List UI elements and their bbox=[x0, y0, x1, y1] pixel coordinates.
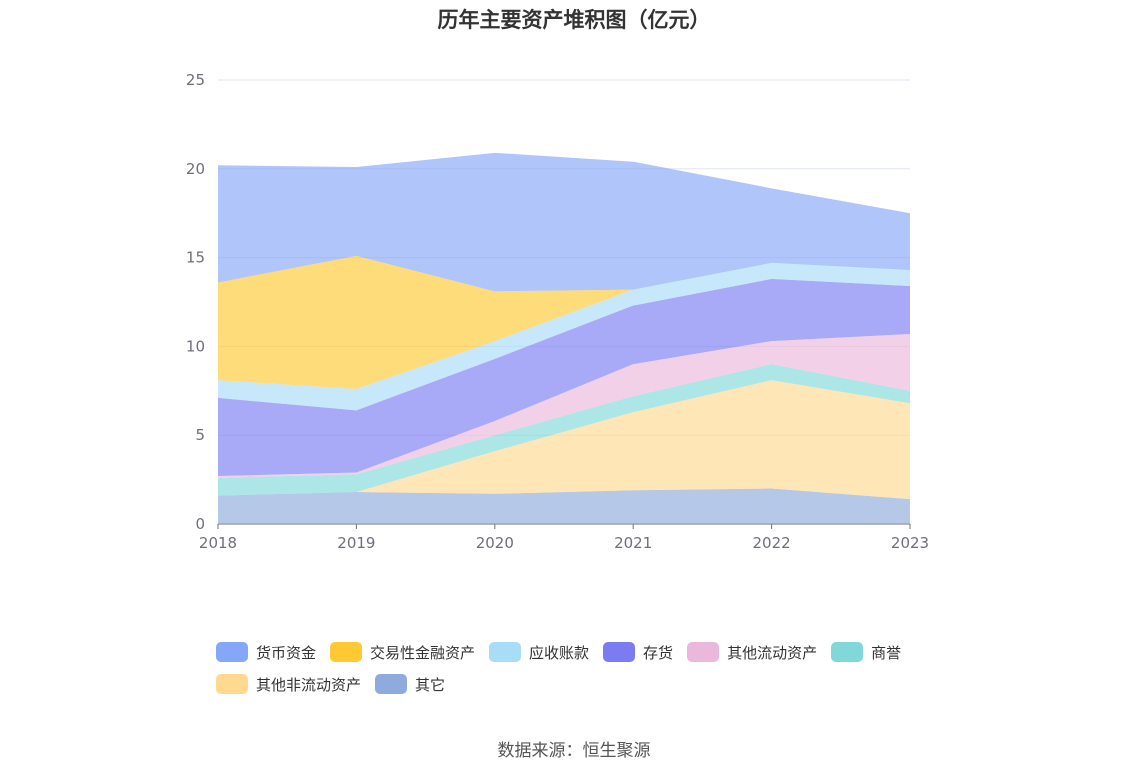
legend-swatch bbox=[375, 674, 408, 694]
legend-item[interactable]: 货币资金 bbox=[216, 642, 316, 663]
legend-item[interactable]: 其他流动资产 bbox=[687, 642, 817, 663]
legend-row: 其他非流动资产 其它 bbox=[216, 668, 976, 700]
y-tick-label: 20 bbox=[186, 160, 205, 178]
stacked-area-chart: 0 5 10 15 20 25 2018 2019 2020 2021 2022 2023 bbox=[186, 71, 929, 552]
y-tick-label: 15 bbox=[186, 249, 205, 267]
legend-label: 商誉 bbox=[871, 643, 902, 662]
legend-swatch bbox=[831, 642, 864, 662]
area-series-商誉 bbox=[218, 364, 910, 496]
area-series-存货 bbox=[218, 278, 910, 477]
data-source: 数据来源：恒生聚源 bbox=[497, 741, 651, 761]
legend-swatch bbox=[489, 642, 522, 662]
y-tick-label: 5 bbox=[195, 426, 205, 444]
legend-swatch bbox=[330, 642, 363, 662]
legend-label: 应收账款 bbox=[529, 643, 590, 662]
x-tick-label: 2023 bbox=[891, 534, 929, 552]
y-tick-label: 25 bbox=[186, 71, 205, 89]
area-series-应收账款 bbox=[218, 262, 910, 411]
area-series-其他流动资产 bbox=[218, 333, 910, 478]
legend-item[interactable]: 存货 bbox=[603, 642, 673, 663]
area-series-货币资金 bbox=[218, 152, 910, 292]
chart-legend: 货币资金 交易性金融资产 应收账款 存货 其他流动资产 商誉 其他非流动资产 其它 bbox=[216, 636, 976, 700]
chart-title: 历年主要资产堆积图（亿元） bbox=[437, 8, 711, 32]
legend-row: 货币资金 交易性金融资产 应收账款 存货 其他流动资产 商誉 bbox=[216, 636, 976, 668]
area-series-其他非流动资产 bbox=[218, 380, 910, 500]
legend-item[interactable]: 交易性金融资产 bbox=[330, 642, 475, 663]
legend-label: 其它 bbox=[415, 675, 446, 694]
area-series-交易性金融资产 bbox=[218, 255, 910, 390]
legend-item[interactable]: 商誉 bbox=[831, 642, 901, 663]
x-tick-label: 2018 bbox=[199, 534, 237, 552]
x-tick-label: 2020 bbox=[476, 534, 514, 552]
x-tick-label: 2022 bbox=[753, 534, 791, 552]
legend-label: 交易性金融资产 bbox=[370, 643, 476, 662]
y-tick-label: 10 bbox=[186, 337, 205, 355]
legend-item[interactable]: 其他非流动资产 bbox=[216, 674, 361, 695]
area-series-其它 bbox=[218, 488, 910, 524]
legend-item[interactable]: 其它 bbox=[375, 674, 445, 695]
legend-label: 其他非流动资产 bbox=[256, 675, 362, 694]
legend-swatch bbox=[216, 674, 248, 694]
x-tick-label: 2021 bbox=[614, 534, 652, 552]
legend-swatch bbox=[687, 642, 720, 662]
legend-label: 存货 bbox=[643, 643, 674, 662]
legend-swatch bbox=[603, 642, 636, 662]
legend-swatch bbox=[216, 642, 248, 662]
legend-item[interactable]: 应收账款 bbox=[489, 642, 589, 663]
x-tick-label: 2019 bbox=[337, 534, 375, 552]
legend-label: 货币资金 bbox=[256, 643, 317, 662]
legend-label: 其他流动资产 bbox=[727, 643, 818, 662]
y-tick-label: 0 bbox=[195, 515, 205, 533]
